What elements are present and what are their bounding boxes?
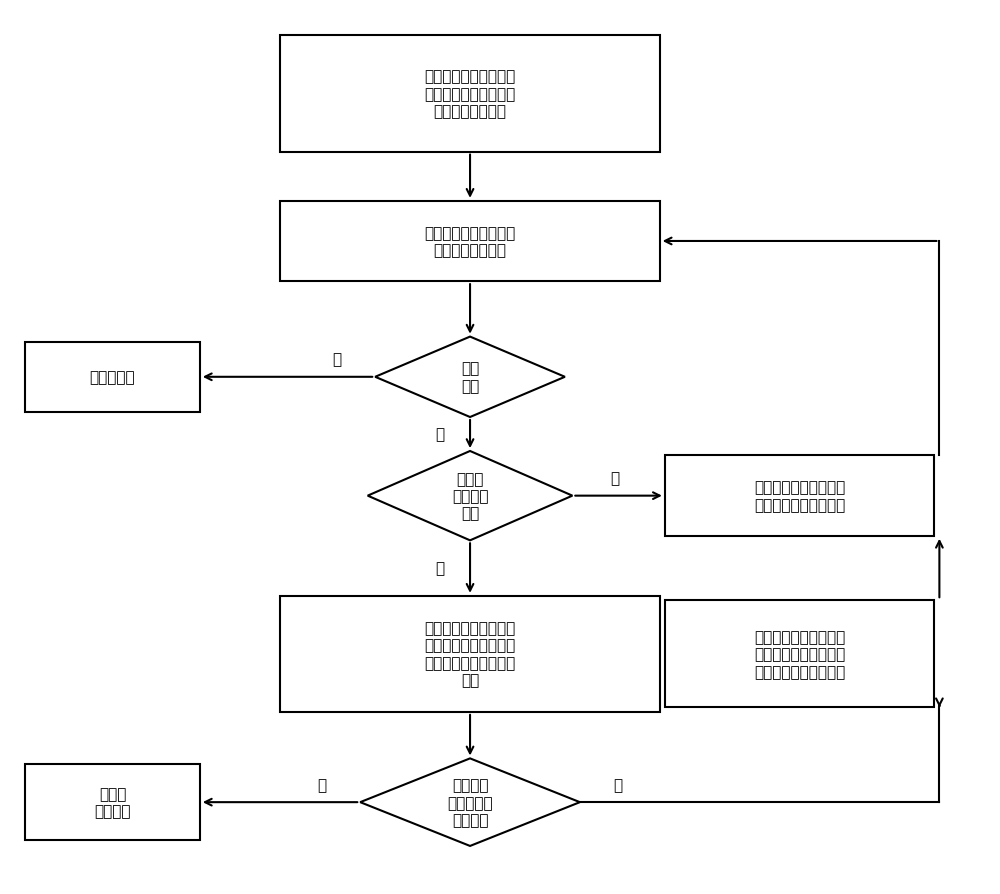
Text: 是: 是 [333,352,342,367]
Polygon shape [375,337,565,417]
Text: 找到
信号: 找到 信号 [461,361,479,393]
Text: 机器人读取预存储的地
图，将起始位置设置为
搜索节点和参考点: 机器人读取预存储的地 图，将起始位置设置为 搜索节点和参考点 [424,70,516,119]
FancyBboxPatch shape [25,764,200,840]
FancyBboxPatch shape [665,601,934,708]
Text: 否: 否 [613,777,622,792]
FancyBboxPatch shape [280,37,660,153]
FancyBboxPatch shape [665,456,934,536]
Polygon shape [360,758,580,846]
Text: 否: 否 [436,561,445,576]
Text: 是: 是 [610,471,619,485]
Text: 机器人回座: 机器人回座 [90,370,135,385]
Polygon shape [368,451,572,541]
FancyBboxPatch shape [280,596,660,713]
FancyBboxPatch shape [280,201,660,282]
Text: 机器人将检测到的第一
个满足边界条件的搜索
节点设置为新的参考点: 机器人将检测到的第一 个满足边界条件的搜索 节点设置为新的参考点 [754,629,845,679]
Text: 参考点
满足边界
条件: 参考点 满足边界 条件 [452,471,488,521]
Text: 机器人在搜索节点旋转
以搜索充电座信号: 机器人在搜索节点旋转 以搜索充电座信号 [424,225,516,257]
Text: 机器人根据参考点的位
置设置下一个搜索节点: 机器人根据参考点的位 置设置下一个搜索节点 [754,480,845,512]
Text: 机器人
停止找座: 机器人 停止找座 [94,786,131,818]
Text: 否: 否 [436,427,445,442]
FancyBboxPatch shape [25,342,200,412]
Text: 是: 是 [318,777,327,792]
Text: 机器人从第一个搜索节
点开始重新检测所有的
搜索节点是否满足边界
条件: 机器人从第一个搜索节 点开始重新检测所有的 搜索节点是否满足边界 条件 [424,620,516,687]
Text: 所有搜索
节点不满足
边界条件: 所有搜索 节点不满足 边界条件 [447,778,493,827]
